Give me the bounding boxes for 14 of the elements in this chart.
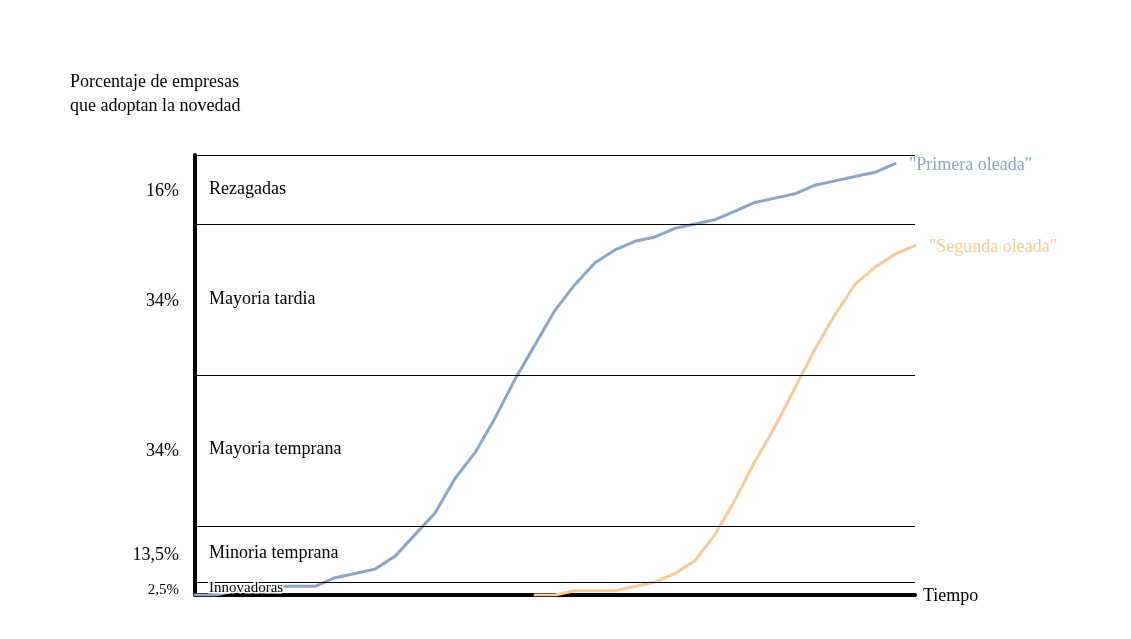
annotation: Mayoria tardia <box>209 287 316 308</box>
annotation: Minoria temprana <box>209 542 339 563</box>
annotation: Mayoria temprana <box>209 438 342 459</box>
x-axis-title: Tiempo <box>923 585 979 605</box>
text: 16% <box>146 179 179 200</box>
text: 2,5% <box>147 580 179 597</box>
series-label: "Segunda oleada" <box>929 235 1058 256</box>
annotation: Rezagadas <box>209 177 286 198</box>
text: 34% <box>146 289 179 310</box>
series-label: "Primera oleada" <box>909 153 1033 174</box>
text: 34% <box>146 440 179 461</box>
annotation: Innovadoras <box>209 578 284 595</box>
text: 13,5% <box>132 544 179 565</box>
y-axis-title: Porcentaje de empresas que adoptan la novedad <box>70 71 241 115</box>
